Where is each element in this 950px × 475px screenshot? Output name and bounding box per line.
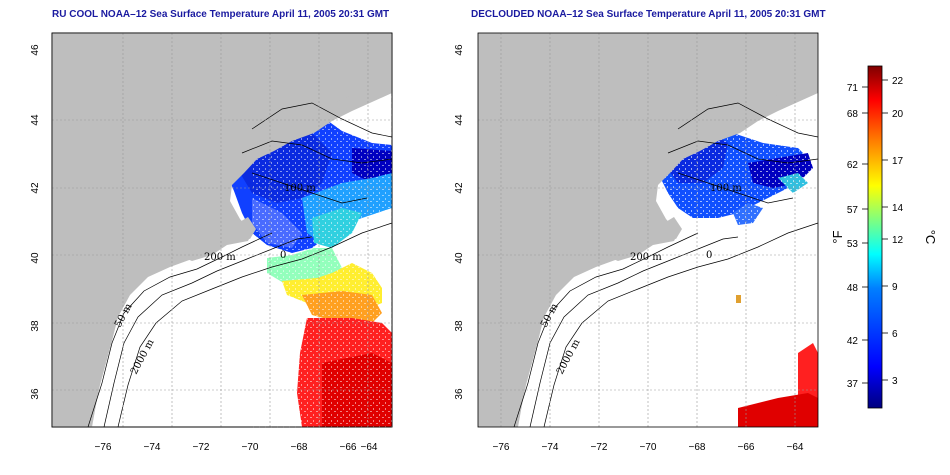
right-map-content: 200 m 50 m 2000 m 100 m 0 xyxy=(478,33,819,428)
left-lon-tick: −70 xyxy=(242,442,259,453)
right-lon-tick: −68 xyxy=(689,442,706,453)
left-label-200m: 200 m xyxy=(204,252,236,263)
left-bathymetry-contours xyxy=(87,102,393,428)
left-lat-tick: 40 xyxy=(30,252,41,264)
right-lon-tick: −64 xyxy=(787,442,804,453)
colorbar-f-tick: 62 xyxy=(847,160,859,171)
colorbar-f-tick: 71 xyxy=(847,83,859,94)
colorbar-c-tick: 6 xyxy=(892,329,898,340)
right-grid xyxy=(478,33,818,427)
colorbar-c-tick: 12 xyxy=(892,235,904,246)
left-map-content: 200 m 50 m 2000 m 100 m 0 xyxy=(52,33,393,433)
right-lon-tick: −70 xyxy=(640,442,657,453)
colorbar-c-tick: 17 xyxy=(892,156,904,167)
right-lat-tick: 38 xyxy=(454,320,465,332)
colorbar-c-tick: 22 xyxy=(892,76,904,87)
right-lon-tick: −72 xyxy=(591,442,608,453)
left-lat-tick: 44 xyxy=(30,114,41,126)
right-lat-tick: 42 xyxy=(454,182,465,194)
colorbar-f-tick: 48 xyxy=(847,283,859,294)
right-lon-tick: −76 xyxy=(493,442,510,453)
right-map-title: DECLOUDED NOAA–12 Sea Surface Temperatur… xyxy=(471,9,826,20)
left-lat-axis: 36 38 40 42 44 46 xyxy=(30,44,41,400)
right-lat-axis: 36 38 40 42 44 46 xyxy=(454,44,465,400)
left-lon-tick: −72 xyxy=(193,442,210,453)
colorbar-f-tick: 42 xyxy=(847,336,859,347)
left-label-0: 0 xyxy=(280,250,286,261)
left-grid xyxy=(52,33,392,427)
left-lat-tick: 38 xyxy=(30,320,41,332)
colorbar-fahrenheit-unit: °F xyxy=(830,230,845,243)
colorbar-f-tick: 57 xyxy=(847,205,859,216)
colorbar-f-tick: 53 xyxy=(847,239,859,250)
right-label-200m: 200 m xyxy=(630,252,662,263)
right-lon-tick: −74 xyxy=(542,442,559,453)
colorbar-gradient xyxy=(867,65,883,409)
right-lat-tick: 44 xyxy=(454,114,465,126)
left-map-title: RU COOL NOAA–12 Sea Surface Temperature … xyxy=(52,9,390,20)
left-map-panel: 200 m 50 m 2000 m 100 m 0 xyxy=(51,32,393,433)
left-lon-tick: −74 xyxy=(144,442,161,453)
right-map-panel: 200 m 50 m 2000 m 100 m 0 xyxy=(477,32,819,428)
left-lat-tick: 46 xyxy=(30,44,41,56)
right-lat-tick: 36 xyxy=(454,388,465,400)
left-lon-tick: −68 xyxy=(291,442,308,453)
left-lon-axis: −76 −74 −72 −70 −68 −66 −64 xyxy=(95,442,378,453)
colorbar-f-tick: 37 xyxy=(847,379,859,390)
colorbar-c-tick: 14 xyxy=(892,203,904,214)
left-lat-tick: 36 xyxy=(30,388,41,400)
colorbar-c-tick: 20 xyxy=(892,109,904,120)
left-label-100m: 100 m xyxy=(284,183,316,194)
right-bathymetry-contours xyxy=(513,102,819,428)
right-lat-tick: 46 xyxy=(454,44,465,56)
right-label-100m: 100 m xyxy=(710,183,742,194)
left-lat-tick: 42 xyxy=(30,182,41,194)
right-lon-axis: −76 −74 −72 −70 −68 −66 −64 xyxy=(493,442,804,453)
temperature-colorbar: 71 68 62 57 53 48 42 37 22 20 17 14 12 9… xyxy=(830,65,938,409)
colorbar-c-tick: 9 xyxy=(892,282,898,293)
left-lon-tick: −66 xyxy=(340,442,357,453)
left-lon-tick: −76 xyxy=(95,442,112,453)
right-lat-tick: 40 xyxy=(454,252,465,264)
colorbar-f-tick: 68 xyxy=(847,109,859,120)
colorbar-c-tick: 3 xyxy=(892,376,898,387)
left-lon-tick: −64 xyxy=(361,442,378,453)
right-label-0: 0 xyxy=(706,250,712,261)
right-lon-tick: −66 xyxy=(738,442,755,453)
colorbar-celsius-unit: °C xyxy=(923,230,938,245)
